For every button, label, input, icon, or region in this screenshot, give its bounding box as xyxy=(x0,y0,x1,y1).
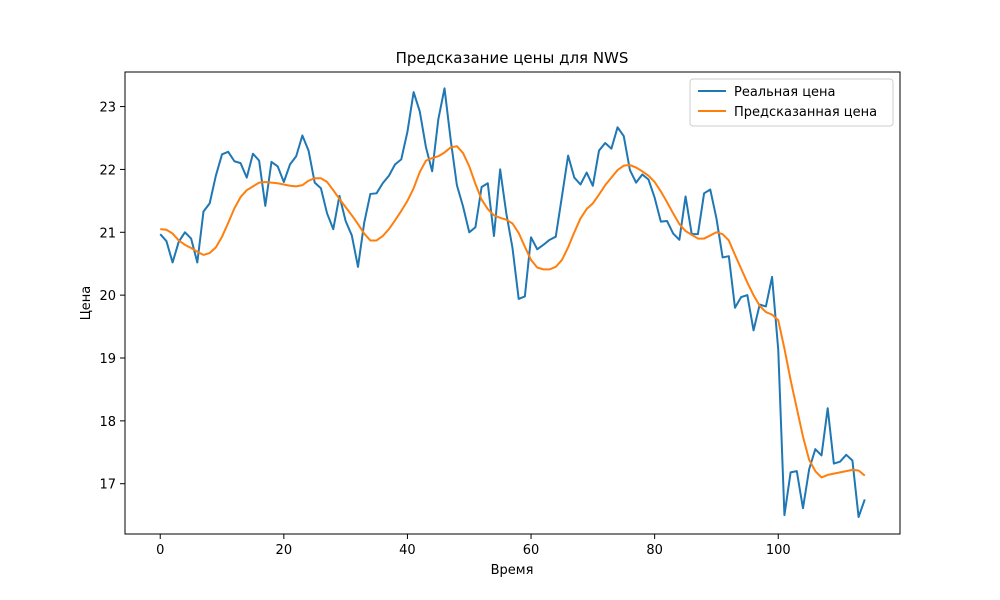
x-tick-label: 20 xyxy=(276,543,293,558)
legend: Реальная цена Предсказанная цена xyxy=(689,78,894,127)
x-tick-label: 0 xyxy=(156,543,164,558)
x-axis-title: Время xyxy=(491,563,534,578)
y-axis: 17 18 19 20 21 22 23 xyxy=(99,101,125,493)
legend-label-predicted-price: Предсказанная цена xyxy=(734,105,877,120)
x-tick-label: 40 xyxy=(399,543,416,558)
x-tick-label: 60 xyxy=(523,543,540,558)
y-axis-title: Цена xyxy=(79,286,94,321)
x-tick-label: 100 xyxy=(766,543,791,558)
chart-title: Предсказание цены для NWS xyxy=(396,49,629,67)
x-tick-label: 80 xyxy=(646,543,663,558)
y-tick-label: 21 xyxy=(99,226,116,241)
y-tick-label: 22 xyxy=(99,163,116,178)
legend-label-real-price: Реальная цена xyxy=(734,85,836,100)
plot-frame xyxy=(124,71,901,535)
y-tick-label: 19 xyxy=(99,352,116,367)
series-line-1 xyxy=(160,145,866,479)
y-tick-label: 23 xyxy=(99,101,116,116)
series-layer xyxy=(159,87,866,519)
y-tick-label: 20 xyxy=(99,289,116,304)
y-tick-label: 18 xyxy=(99,415,116,430)
y-tick-label: 17 xyxy=(99,478,116,493)
series-line-0 xyxy=(159,87,866,519)
legend-box xyxy=(689,78,894,127)
x-axis: 0 20 40 60 80 100 xyxy=(156,534,791,558)
